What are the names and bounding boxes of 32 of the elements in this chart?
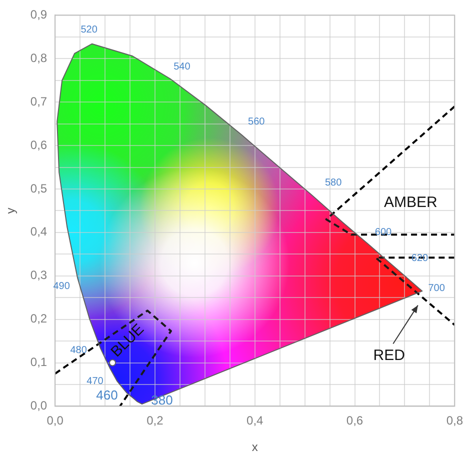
y-tick-label: 0,6 [30, 138, 48, 152]
x-tick-label: 0,8 [446, 414, 464, 428]
annotation: 700 [428, 282, 446, 294]
annotation: 520 [80, 24, 98, 36]
y-tick-label: 0,3 [30, 268, 48, 282]
annotation: 580 [324, 177, 342, 188]
y-tick-label: 0,9 [30, 8, 48, 22]
y-tick-label: 0,1 [30, 355, 48, 370]
x-axis-title: x [252, 440, 258, 454]
annotation: 560 [248, 116, 266, 128]
y-tick-label: 0,7 [30, 94, 48, 108]
y-tick-label: 0,8 [30, 50, 48, 65]
annotation: 460 [96, 388, 118, 403]
y-axis-title: y [4, 208, 18, 214]
y-tick-label: 0,2 [30, 312, 48, 326]
annotation: 490 [53, 280, 70, 292]
annotation: RED [373, 346, 406, 364]
annotation: 380 [151, 392, 173, 408]
annotation: 540 [174, 61, 191, 72]
line-series [55, 310, 172, 406]
x-tick-label: 0,4 [246, 414, 264, 428]
y-tick-label: 0,5 [30, 181, 48, 196]
x-tick-label: 0,0 [46, 414, 64, 428]
annotation: 620 [411, 253, 428, 264]
y-tick-label: 0,4 [30, 224, 48, 239]
annotation: 470 [86, 376, 104, 387]
y-tick-label: 0,0 [30, 398, 48, 413]
annotation: 480 [70, 345, 88, 356]
x-tick-label: 0,2 [146, 414, 164, 428]
annotation: AMBER [384, 194, 438, 212]
annotation: 600 [374, 226, 392, 238]
x-tick-label: 0,6 [346, 414, 364, 428]
